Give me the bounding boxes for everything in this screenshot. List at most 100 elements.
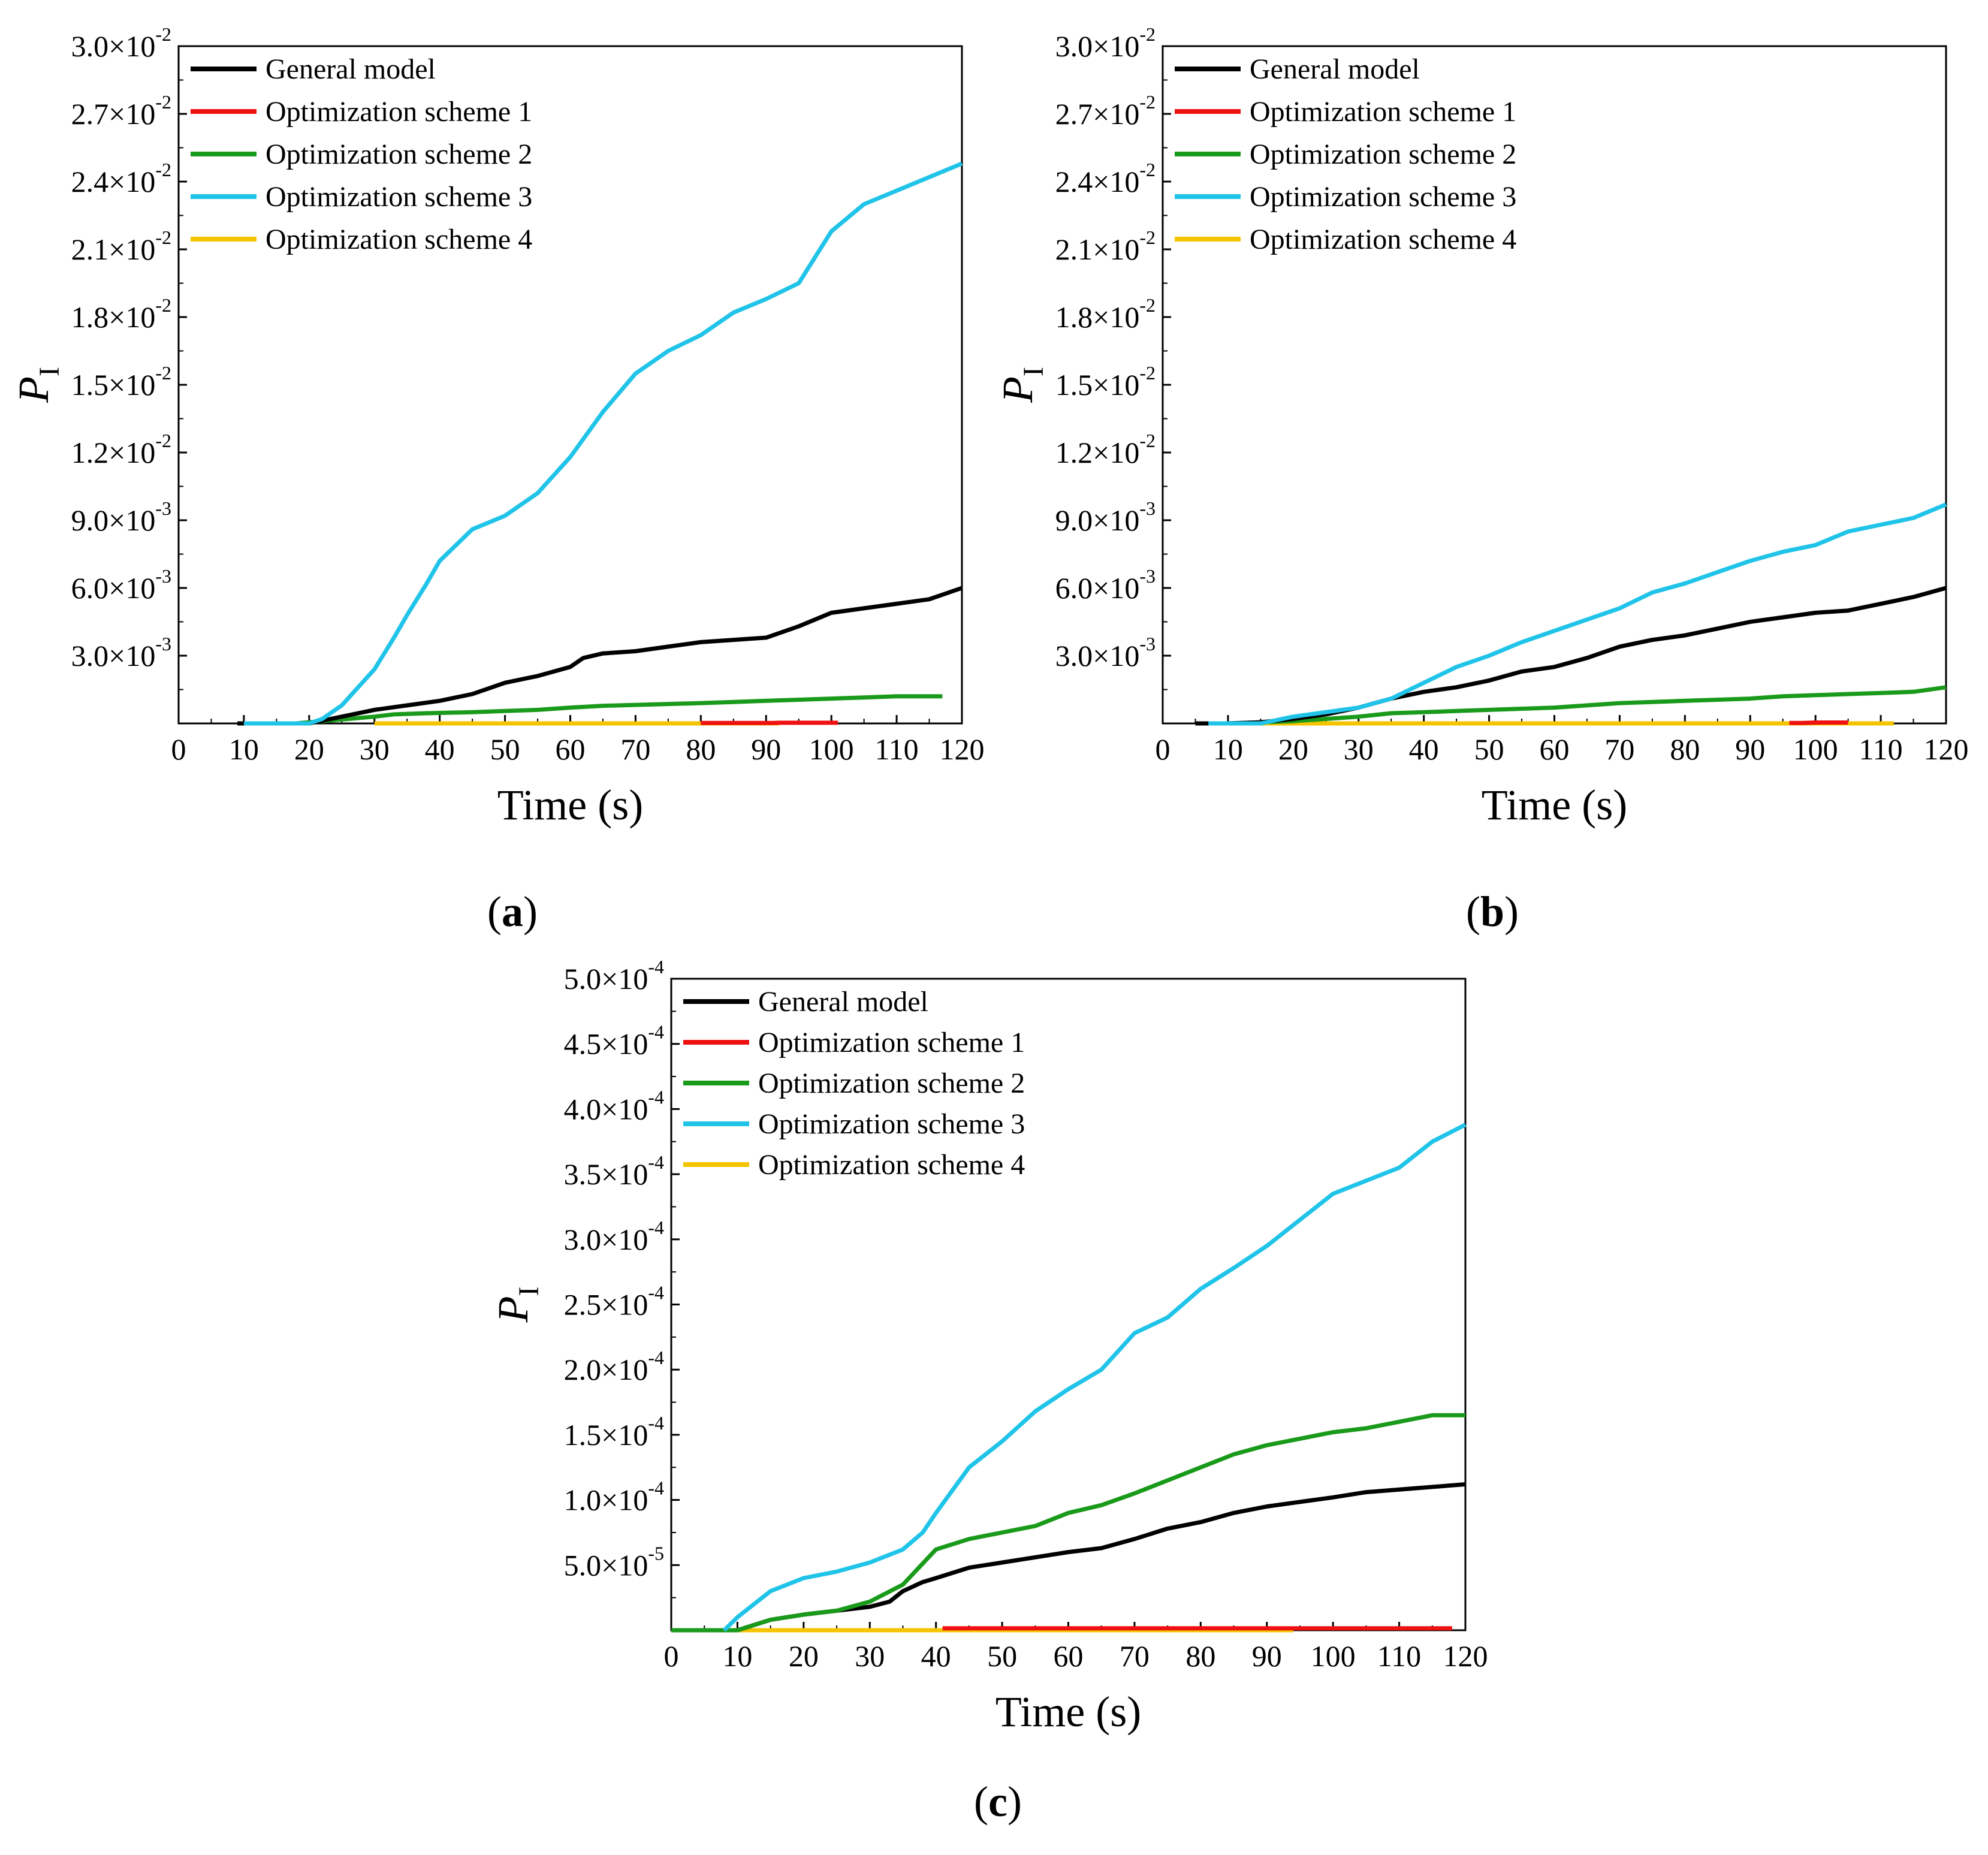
legend-label: Optimization scheme 2	[758, 1067, 1025, 1099]
y-tick-label-exponent: -3	[155, 633, 171, 654]
y-tick-label-exponent: -2	[1139, 91, 1156, 113]
y-tick-label-base: 3.0×10	[564, 1223, 648, 1256]
y-tick-label-base: 4.5×10	[564, 1027, 648, 1061]
x-tick-label: 100	[1793, 732, 1838, 766]
y-tick-label-exponent: -2	[155, 294, 171, 316]
series-line-general	[1195, 586, 1947, 726]
y-tick-label: 3.0×10-4	[564, 1217, 664, 1256]
series-line-opt2	[1227, 685, 1947, 726]
y-tick-label-exponent: -3	[1139, 633, 1156, 654]
y-tick-label-exponent: -3	[1139, 497, 1156, 519]
x-tick-label: 50	[987, 1639, 1017, 1673]
y-tick-label: 2.0×10-4	[564, 1347, 664, 1386]
legend-label: General model	[758, 986, 928, 1018]
panel-label-close-paren: )	[523, 888, 538, 936]
x-tick-label: 20	[1278, 732, 1308, 766]
x-tick-label: 20	[294, 732, 324, 766]
x-tick-label: 90	[1735, 732, 1765, 766]
y-tick-label: 1.0×10-4	[564, 1477, 664, 1517]
panel-label-close-paren: )	[1007, 1778, 1022, 1826]
y-tick-label-base: 1.2×10	[1055, 436, 1140, 469]
y-tick-label-base: 3.0×10	[1055, 639, 1140, 672]
y-tick-label: 3.0×10-3	[1055, 633, 1156, 672]
y-tick-label-exponent: -4	[648, 1477, 664, 1499]
y-tick-label: 9.0×10-3	[71, 497, 171, 537]
x-tick-label: 40	[1409, 732, 1439, 766]
x-tick-label: 110	[875, 732, 919, 766]
legend-label: Optimization scheme 1	[1250, 96, 1516, 128]
y-tick-label: 5.0×10-5	[564, 1542, 664, 1582]
legend-label: Optimization scheme 4	[758, 1149, 1025, 1181]
panel-label-close-paren: )	[1504, 888, 1519, 936]
y-axis-title-symbol: P	[489, 1296, 537, 1323]
y-tick-label-base: 1.5×10	[564, 1418, 648, 1452]
x-tick-label: 70	[1604, 732, 1634, 766]
y-tick-label-base: 3.0×10	[1055, 29, 1140, 63]
legend-label: Optimization scheme 3	[758, 1108, 1025, 1140]
y-tick-label-base: 6.0×10	[71, 571, 156, 605]
y-tick-label-exponent: -2	[1139, 294, 1156, 316]
y-tick-label-base: 2.1×10	[1055, 233, 1140, 266]
x-tick-label: 80	[1670, 732, 1700, 766]
x-tick-label: 60	[1054, 1639, 1084, 1673]
y-tick-label-base: 1.8×10	[71, 300, 156, 334]
y-tick-label: 2.7×10-2	[71, 91, 171, 131]
y-axis-title-symbol: P	[994, 376, 1042, 403]
y-tick-label: 5.0×10-4	[564, 956, 664, 996]
y-tick-label-exponent: -2	[155, 23, 171, 45]
y-axis-title: PI	[10, 367, 65, 403]
y-tick-label: 1.5×10-4	[564, 1412, 664, 1452]
y-tick-label-exponent: -4	[648, 1021, 664, 1043]
y-tick-label: 1.8×10-2	[1055, 294, 1156, 334]
y-tick-label-exponent: -2	[1139, 362, 1156, 384]
y-tick-label-base: 4.0×10	[564, 1092, 648, 1126]
y-tick-label-exponent: -2	[155, 91, 171, 113]
y-tick-label-base: 2.5×10	[564, 1288, 648, 1322]
y-tick-label: 2.4×10-2	[71, 159, 171, 198]
legend-label: Optimization scheme 2	[1250, 138, 1516, 170]
y-tick-label-exponent: -4	[648, 956, 664, 978]
y-tick-label-base: 5.0×10	[564, 1548, 648, 1582]
series-line-opt3	[243, 161, 963, 726]
y-tick-label-exponent: -3	[1139, 565, 1156, 587]
x-tick-label: 30	[1344, 732, 1374, 766]
series-line-opt2	[295, 694, 943, 726]
y-tick-label-exponent: -4	[648, 1086, 664, 1108]
y-tick-label-base: 3.0×10	[71, 639, 156, 672]
x-tick-label: 30	[855, 1639, 885, 1673]
x-tick-label: 0	[1156, 732, 1171, 766]
y-tick-label-base: 5.0×10	[564, 962, 648, 996]
x-tick-label: 90	[1252, 1639, 1282, 1673]
y-tick-label-base: 1.0×10	[564, 1483, 648, 1517]
y-tick-label-exponent: -2	[1139, 430, 1156, 451]
y-tick-label-base: 3.5×10	[564, 1157, 648, 1191]
y-tick-label: 3.0×10-2	[71, 23, 171, 63]
x-axis-title: Time (s)	[1482, 781, 1627, 829]
series-line-opt3	[722, 1123, 1467, 1632]
y-tick-label: 4.0×10-4	[564, 1086, 664, 1126]
y-tick-label: 1.5×10-2	[71, 362, 171, 402]
y-tick-label-exponent: -3	[155, 565, 171, 587]
y-tick-label-exponent: -4	[648, 1282, 664, 1304]
y-tick-label-base: 6.0×10	[1055, 571, 1140, 605]
panel-label-letter: b	[1480, 888, 1504, 936]
panel-label: (b)	[1466, 888, 1519, 936]
y-tick-label-base: 2.7×10	[1055, 97, 1140, 131]
y-tick-label-exponent: -2	[155, 430, 171, 451]
x-tick-label: 80	[1185, 1639, 1215, 1673]
x-tick-label: 10	[1213, 732, 1243, 766]
x-axis-title: Time (s)	[995, 1688, 1141, 1736]
y-axis-title: PI	[489, 1287, 545, 1323]
legend-label: Optimization scheme 4	[266, 224, 532, 255]
y-tick-label: 6.0×10-3	[1055, 565, 1156, 605]
y-tick-label-exponent: -4	[648, 1217, 664, 1238]
y-tick-label-base: 1.5×10	[71, 368, 156, 402]
legend-label: Optimization scheme 3	[1250, 181, 1516, 213]
y-tick-label-base: 2.1×10	[71, 233, 156, 266]
legend-label: Optimization scheme 1	[266, 96, 532, 128]
x-tick-label: 120	[940, 732, 985, 766]
panel-b: 0 10 20 30 40 50 60 70 80 90 100 110 1203.0×10-36.0×…	[994, 23, 1969, 936]
x-tick-label: 20	[789, 1639, 819, 1673]
